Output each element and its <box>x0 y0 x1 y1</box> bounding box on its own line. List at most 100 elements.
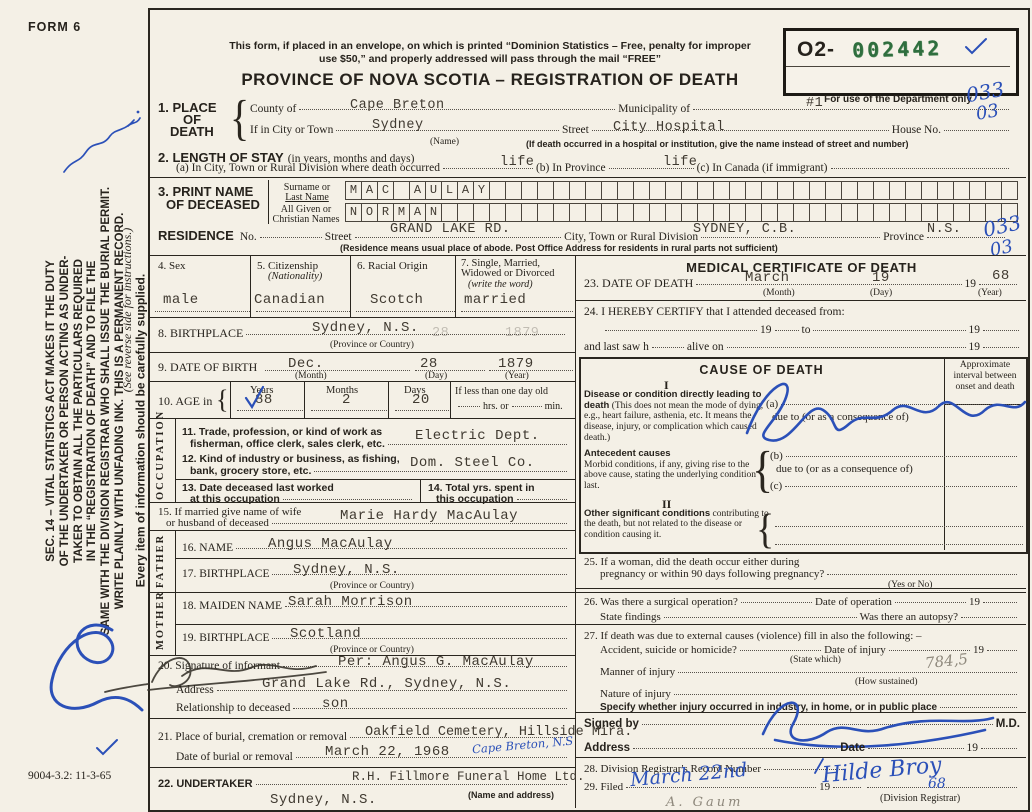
municipality-label: Municipality of <box>618 103 691 115</box>
stay-a-label: (a) In City, Town or Rural Division wher… <box>176 162 440 174</box>
mother-bp-value: Scotland <box>290 626 362 642</box>
letter-box <box>682 203 698 222</box>
letter-box <box>634 203 650 222</box>
father-name-value: Angus MacAulay <box>268 536 393 552</box>
occ12-value: Dom. Steel Co. <box>410 455 535 471</box>
burial-date-row: Date of burial or removal <box>176 751 570 763</box>
letter-box: U <box>426 181 442 200</box>
department-use-note: For use of the Department only <box>824 94 972 105</box>
letter-box <box>1002 181 1018 200</box>
dotted-line <box>983 600 1018 603</box>
informant-address-label: Address <box>176 684 214 696</box>
mother-bp-row: 19. BIRTHPLACE <box>182 632 570 644</box>
dotted-line <box>311 408 387 411</box>
letter-box <box>522 181 538 200</box>
q26-row1: 26. Was there a surgical operation? Date… <box>584 596 1020 608</box>
q26-findings-label: State findings <box>600 611 661 623</box>
envelope-note-line2: use $50,” and properly addressed will pa… <box>319 53 661 65</box>
dotted-line <box>696 282 962 285</box>
dotted-line <box>944 128 1009 131</box>
pencil-name: A. Gaum <box>666 795 744 810</box>
residence-province-label: Province <box>883 231 924 243</box>
dotted-line <box>272 636 567 639</box>
cause-a-label: (a) <box>766 398 779 410</box>
cause-disease-bold: Disease or condition directly leading to… <box>584 389 762 411</box>
occupation-side-label: OCCUPATION <box>155 409 166 500</box>
occ13-label1: 13. Date deceased last worked <box>182 482 334 494</box>
signed-address-label: Address <box>584 742 631 754</box>
place-of-death-label3: DEATH <box>170 124 214 139</box>
dotted-line <box>785 484 1017 487</box>
md-label: M.D. <box>995 718 1020 730</box>
letter-box <box>778 203 794 222</box>
doctor-signature-cause <box>745 382 1027 442</box>
age-years-value: 88 <box>255 392 273 408</box>
print-name-label1: 3. PRINT NAME <box>158 184 254 199</box>
marital-sub: (write the word) <box>468 279 533 290</box>
county-label: County of <box>250 103 297 115</box>
cause-b-row: (b) <box>770 450 1020 462</box>
citizenship-label: 5. Citizenship <box>257 260 319 272</box>
dotted-line <box>701 235 881 238</box>
divider <box>575 757 1026 758</box>
cause-antecedent-rest: Morbid conditions, if any, giving rise t… <box>584 459 757 491</box>
sec14-line: SEC. 14 – VITAL STATISTICS ACT MAKES IT … <box>45 260 57 562</box>
occ13-label2: at this occupation <box>190 493 280 505</box>
letter-box <box>810 181 826 200</box>
dotted-line <box>785 454 1017 457</box>
dotted-line <box>633 746 838 749</box>
spouse-value: Marie Hardy MacAulay <box>340 508 519 524</box>
certify-label: 24. I HEREBY CERTIFY that I attended dec… <box>584 306 845 318</box>
q27-row4: Nature of injury <box>600 688 1020 700</box>
letter-box: C <box>378 181 394 200</box>
letter-box <box>634 181 650 200</box>
dod-label: 23. DATE OF DEATH <box>584 276 694 290</box>
age-less-label: If less than one day old <box>455 386 549 397</box>
q28-label: 28. Division Registrar's Record Number <box>584 763 762 775</box>
dotted-line <box>295 755 567 758</box>
dotted-line <box>663 615 857 618</box>
dotted-line <box>739 648 822 651</box>
q27-dateinjury-label: Date of injury <box>824 644 886 656</box>
dotted-line <box>740 600 812 603</box>
letter-box <box>650 203 666 222</box>
column-divider <box>575 255 576 808</box>
signed-by-label: Signed by <box>584 718 639 730</box>
name-note: (Name) <box>430 137 460 147</box>
filed-year-handwritten: 68 <box>928 776 946 792</box>
dotted-line <box>830 166 1009 169</box>
letter-box <box>858 181 874 200</box>
sex-label: 4. Sex <box>158 260 186 272</box>
letter-box <box>922 181 938 200</box>
marital-label1: 7. Single, Married, <box>461 258 541 269</box>
divider <box>175 624 575 625</box>
letter-box <box>458 203 474 222</box>
divider <box>230 381 231 418</box>
letter-box <box>602 181 618 200</box>
age-months-value: 2 <box>342 392 351 408</box>
citizenship-sub: (Nationality) <box>268 271 323 282</box>
divider <box>148 177 1026 178</box>
dotted-line <box>489 368 573 371</box>
letter-box <box>538 181 554 200</box>
dotted-line <box>415 368 485 371</box>
letter-box <box>618 203 634 222</box>
letter-box <box>890 203 906 222</box>
residence-street-label: Street <box>324 231 352 243</box>
place-of-death-label2: OF <box>183 112 202 127</box>
residence-label: RESIDENCE <box>158 228 234 243</box>
letter-box <box>794 181 810 200</box>
dotted-line <box>987 648 1018 651</box>
letter-box <box>554 181 570 200</box>
q26-autopsy-label: Was there an autopsy? <box>859 611 958 623</box>
dotted-line <box>336 128 560 131</box>
letter-box <box>394 181 410 200</box>
dotted-line <box>246 332 565 335</box>
cause-c-row: (c) <box>770 480 1020 492</box>
sec14-line: IN THE “REGISTRATION OF DEATH” AND TO FI… <box>86 260 99 562</box>
dotted-line <box>764 767 845 770</box>
check-mark-age <box>244 385 265 410</box>
divider <box>175 479 575 480</box>
divider <box>455 255 456 317</box>
signed-row: Signed by M.D. <box>584 718 1020 730</box>
